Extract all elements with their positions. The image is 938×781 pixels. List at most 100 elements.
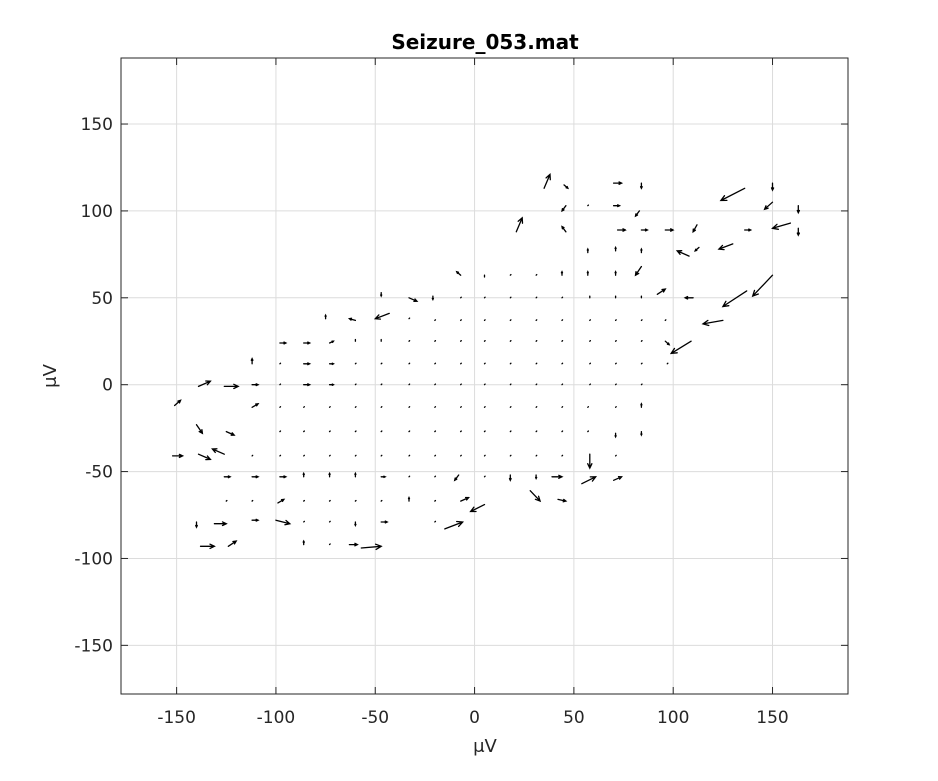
vector-arrow: [434, 339, 437, 342]
vector-arrow: [483, 406, 486, 408]
vector-arrow: [279, 475, 288, 479]
vector-arrow: [509, 273, 512, 276]
vector-arrow: [360, 543, 383, 551]
vector-arrow: [535, 296, 538, 299]
vector-arrow: [460, 430, 462, 433]
vector-arrow: [509, 383, 512, 386]
vector-arrow: [561, 205, 567, 213]
vector-arrow: [225, 430, 236, 436]
vector-arrow: [460, 496, 470, 502]
vector-field: [171, 173, 801, 551]
vector-arrow: [408, 362, 411, 365]
vector-arrow: [455, 270, 462, 276]
vector-arrow: [614, 406, 617, 408]
vector-arrow: [509, 406, 512, 408]
vector-arrow: [515, 216, 524, 233]
vector-arrow: [380, 362, 383, 365]
vector-arrow: [328, 543, 331, 546]
y-axis-label: μV: [40, 363, 61, 387]
vector-arrow: [586, 247, 589, 254]
vector-arrow: [251, 475, 260, 479]
vector-arrow: [614, 270, 617, 276]
vector-arrow: [434, 475, 437, 478]
vector-arrow: [614, 454, 617, 457]
vector-arrow: [561, 430, 564, 433]
vector-arrow: [303, 406, 305, 408]
vector-arrow: [589, 339, 592, 342]
vector-arrow: [328, 471, 331, 478]
vector-arrow: [483, 362, 486, 365]
vector-arrow: [251, 403, 260, 408]
vector-arrow: [195, 424, 204, 435]
x-tick-label: 100: [657, 708, 689, 728]
vector-arrow: [634, 210, 641, 218]
vector-arrow: [721, 290, 748, 308]
vector-arrow: [460, 362, 462, 365]
axis-ticks: -150 -100 -50 0 50 100 150 -150 -100 -50 0 50 100 150: [74, 58, 848, 728]
vector-arrow: [279, 406, 282, 408]
vector-arrow: [279, 383, 282, 386]
x-tick-label: -100: [257, 708, 296, 728]
vector-arrow: [225, 499, 228, 502]
vector-arrow: [354, 471, 357, 478]
vector-arrow: [561, 383, 564, 386]
vector-arrow: [560, 270, 564, 276]
vector-arrow: [675, 250, 690, 257]
vector-arrow: [483, 383, 486, 386]
vector-arrow: [535, 319, 538, 322]
vector-arrow: [380, 475, 387, 479]
vector-arrow: [328, 406, 331, 408]
vector-arrow: [586, 270, 589, 276]
vector-arrow: [434, 383, 437, 386]
vector-arrow: [199, 543, 216, 550]
vector-arrow: [250, 357, 254, 365]
vector-arrow: [634, 265, 643, 277]
vector-arrow: [460, 319, 462, 322]
vector-arrow: [434, 499, 437, 502]
vector-arrow: [279, 362, 282, 365]
vector-arrow: [434, 520, 437, 523]
vector-arrow: [551, 474, 564, 479]
x-tick-label: 50: [563, 708, 585, 728]
vector-arrow: [483, 475, 486, 478]
vector-arrow: [460, 383, 462, 386]
vector-arrow: [354, 521, 357, 527]
vector-arrow: [614, 339, 617, 342]
vector-arrow: [509, 362, 512, 365]
vector-arrow: [614, 245, 617, 252]
vector-arrow: [453, 474, 460, 482]
vector-arrow: [460, 454, 462, 457]
vector-arrow: [434, 362, 437, 365]
vector-arrow: [509, 296, 512, 299]
vector-arrow: [408, 317, 411, 320]
vector-arrow: [328, 520, 331, 523]
vector-arrow: [303, 454, 305, 457]
chart-title: Seizure_053.mat: [391, 30, 579, 54]
vector-arrow: [535, 406, 538, 408]
vector-arrow: [666, 362, 669, 365]
vector-arrow: [408, 475, 411, 478]
vector-arrow: [683, 295, 694, 300]
vector-arrow: [444, 520, 465, 530]
vector-arrow: [408, 383, 411, 386]
vector-arrow: [701, 319, 724, 327]
vector-arrow: [589, 362, 592, 365]
vector-arrow: [587, 430, 590, 433]
vector-arrow: [587, 204, 590, 207]
vector-arrow: [303, 383, 312, 387]
vector-arrow: [173, 399, 182, 407]
plot-frame: [120, 57, 849, 695]
vector-arrow: [251, 383, 260, 387]
vector-arrow: [535, 362, 538, 365]
vector-arrow: [434, 430, 437, 433]
vector-arrow: [460, 296, 462, 299]
vector-arrow: [431, 295, 435, 301]
vector-arrow: [324, 313, 327, 320]
y-tick-label: -50: [85, 463, 113, 483]
y-tick-label: -100: [74, 549, 113, 569]
vector-arrow: [561, 406, 564, 408]
x-tick-label: -150: [157, 708, 196, 728]
vector-arrow: [277, 498, 286, 504]
vector-arrow: [380, 520, 389, 524]
